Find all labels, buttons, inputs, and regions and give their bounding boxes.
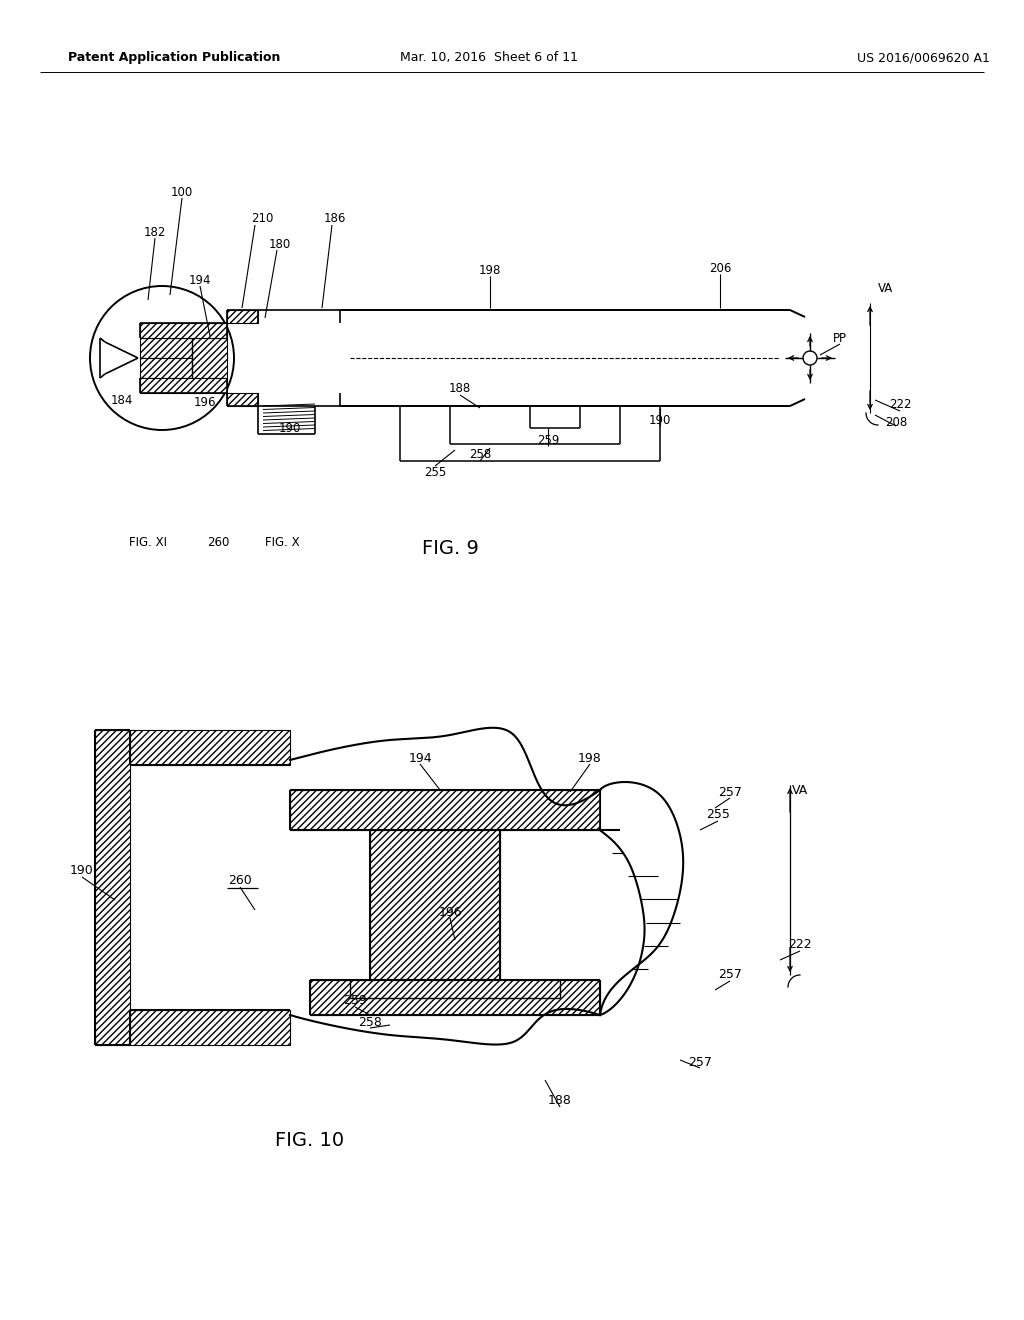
Text: 196: 196 [438, 906, 462, 919]
Text: 208: 208 [885, 416, 907, 429]
Text: 190: 190 [279, 421, 301, 434]
Text: 186: 186 [324, 211, 346, 224]
Text: 196: 196 [194, 396, 216, 408]
Text: 260: 260 [207, 536, 229, 549]
Text: 188: 188 [548, 1093, 572, 1106]
Bar [310, 979, 600, 1015]
Bar [140, 323, 227, 338]
Text: 180: 180 [269, 239, 291, 252]
Text: 198: 198 [579, 751, 602, 764]
Text: 206: 206 [709, 261, 731, 275]
Text: PP: PP [833, 331, 847, 345]
Text: FIG. X: FIG. X [264, 536, 299, 549]
Bar [130, 730, 290, 766]
Bar [140, 338, 193, 358]
Bar [95, 730, 130, 1045]
Text: Patent Application Publication: Patent Application Publication [68, 51, 281, 65]
Text: US 2016/0069620 A1: US 2016/0069620 A1 [857, 51, 990, 65]
Text: 259: 259 [537, 433, 559, 446]
Text: FIG. 9: FIG. 9 [422, 539, 478, 557]
Text: 100: 100 [171, 186, 194, 198]
Bar [140, 378, 227, 393]
Bar [290, 789, 600, 830]
Text: FIG. 10: FIG. 10 [275, 1130, 344, 1150]
Text: VA: VA [792, 784, 808, 796]
Text: 258: 258 [358, 1015, 382, 1028]
Text: 257: 257 [688, 1056, 712, 1068]
Text: 259: 259 [343, 994, 367, 1006]
Bar [227, 393, 258, 407]
Text: 257: 257 [718, 969, 742, 982]
Bar [370, 830, 500, 979]
Text: Mar. 10, 2016  Sheet 6 of 11: Mar. 10, 2016 Sheet 6 of 11 [400, 51, 578, 65]
Text: 190: 190 [70, 863, 94, 876]
Text: 255: 255 [424, 466, 446, 479]
Bar [193, 338, 227, 378]
Text: 198: 198 [479, 264, 501, 276]
Text: 194: 194 [188, 273, 211, 286]
Text: 184: 184 [111, 393, 133, 407]
Text: 194: 194 [409, 751, 432, 764]
Text: FIG. XI: FIG. XI [129, 536, 167, 549]
Bar [140, 358, 193, 378]
Text: 188: 188 [449, 381, 471, 395]
Text: 258: 258 [469, 449, 492, 462]
Text: VA: VA [879, 281, 894, 294]
Bar [130, 1010, 290, 1045]
Text: 222: 222 [889, 399, 911, 412]
Text: 210: 210 [251, 211, 273, 224]
Text: 190: 190 [649, 413, 671, 426]
Text: 182: 182 [143, 226, 166, 239]
Bar [227, 310, 258, 323]
Text: 257: 257 [718, 785, 742, 799]
Text: 222: 222 [788, 939, 812, 952]
Text: 260: 260 [228, 874, 252, 887]
Text: 255: 255 [707, 808, 730, 821]
